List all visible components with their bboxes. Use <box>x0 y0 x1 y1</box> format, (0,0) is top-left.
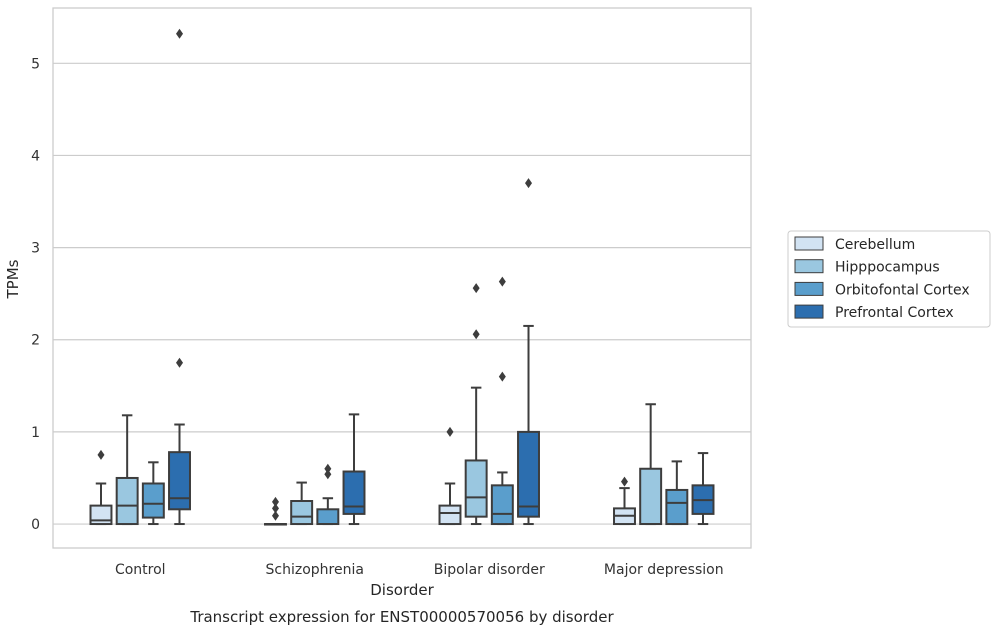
x-axis-ticks: Control Schizophrenia Bipolar disorder Majo… <box>115 562 724 578</box>
outlier-point <box>498 276 506 287</box>
x-tick-label: Major depression <box>604 562 724 578</box>
x-tick-label: Schizophrenia <box>266 562 364 578</box>
box <box>141 482 165 519</box>
y-axis-ticks: 0 1 2 3 4 5 <box>31 56 40 533</box>
box-groups <box>89 28 715 526</box>
outlier-point <box>271 510 279 521</box>
outlier-point <box>271 496 279 507</box>
box <box>115 476 139 526</box>
x-tick-label: Bipolar disorder <box>434 562 545 578</box>
box <box>665 488 689 526</box>
legend-label: Orbitofontal Cortex <box>835 282 970 298</box>
outlier-point <box>324 463 332 474</box>
x-axis-label: Disorder <box>370 581 434 599</box>
y-tick-label: 2 <box>31 333 40 349</box>
y-tick-label: 4 <box>31 148 40 164</box>
legend-label: Prefrontal Cortex <box>835 305 954 321</box>
y-tick-label: 0 <box>31 517 40 533</box>
plot-area-frame <box>52 7 752 549</box>
outlier-point <box>525 178 533 189</box>
gridlines <box>53 62 751 525</box>
box <box>342 470 366 515</box>
figure-caption: Transcript expression for ENST0000057005… <box>189 608 614 626</box>
y-tick-label: 1 <box>31 425 40 441</box>
legend-swatch <box>794 259 824 274</box>
legend-label: Cerebellum <box>835 237 915 253</box>
box <box>639 467 663 526</box>
legend: Cerebellum Hipppocampus Orbitofontal Corte… <box>787 230 991 328</box>
legend-swatch <box>794 304 824 319</box>
outlier-point <box>498 371 506 382</box>
legend-label: Hipppocampus <box>835 260 940 276</box>
legend-swatch <box>794 281 824 296</box>
y-tick-label: 5 <box>31 56 40 72</box>
box <box>316 508 340 526</box>
legend-frame <box>787 230 991 328</box>
outlier-point <box>97 449 105 460</box>
outlier-point <box>176 28 184 39</box>
outlier-point <box>271 503 279 514</box>
box <box>438 504 462 526</box>
x-tick-label: Control <box>115 562 166 578</box>
box <box>168 451 191 511</box>
outlier-point <box>472 329 480 340</box>
category-group <box>613 403 715 526</box>
outlier-point <box>620 476 628 487</box>
box <box>517 430 540 518</box>
box <box>490 484 514 526</box>
outlier-point <box>472 283 480 294</box>
category-group <box>264 413 366 526</box>
category-group <box>89 28 191 526</box>
category-group <box>438 178 540 526</box>
outlier-point <box>176 357 184 368</box>
y-axis-label: TPMs <box>4 259 22 299</box>
box <box>464 459 488 518</box>
legend-swatch <box>794 236 824 251</box>
outlier-point <box>324 469 332 480</box>
box <box>290 500 314 526</box>
outlier-point <box>446 426 454 437</box>
y-tick-label: 3 <box>31 241 40 257</box>
